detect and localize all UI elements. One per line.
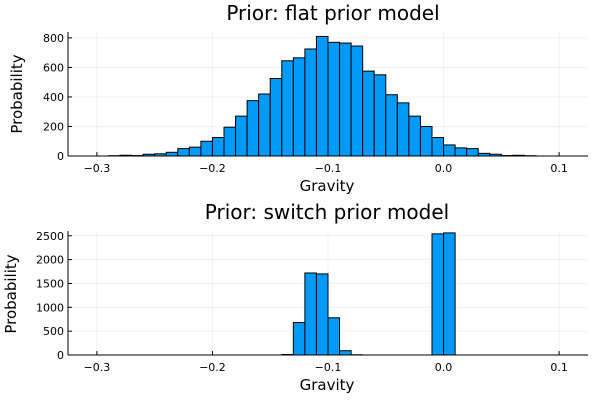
y-tick-label: 500 xyxy=(43,325,64,338)
y-tick-label: 600 xyxy=(43,61,64,74)
histogram-bar xyxy=(315,35,329,157)
histogram-bar xyxy=(304,48,317,157)
x-tick-label: −0.2 xyxy=(199,361,226,374)
x-tick-label: 0.1 xyxy=(550,361,568,374)
x-tick-label: 0.0 xyxy=(435,361,453,374)
y-tick-label: 1000 xyxy=(36,301,64,314)
histogram-bar xyxy=(281,60,294,157)
histogram-bar xyxy=(339,42,352,157)
histogram-bar xyxy=(327,317,341,356)
chart-switch-prior: Prior: switch prior model Probability Gr… xyxy=(2,200,588,394)
histogram-bar xyxy=(408,115,421,157)
y-tick-label: 0 xyxy=(57,150,64,163)
y-axis-label: Probability xyxy=(8,54,26,133)
x-tick-label: 0.0 xyxy=(435,162,453,175)
histogram-bar xyxy=(269,78,283,157)
y-tick-label: 2000 xyxy=(36,254,64,267)
histogram-bar xyxy=(200,140,213,157)
x-axis-label: Gravity xyxy=(300,376,355,394)
chart-flat-prior: Prior: flat prior model Probability Grav… xyxy=(8,1,588,195)
histogram-bar xyxy=(362,70,375,157)
histogram-bar xyxy=(235,115,248,157)
histogram-bar xyxy=(443,232,456,356)
histogram-bar xyxy=(431,233,445,356)
histogram-bar xyxy=(211,137,225,157)
x-tick-label: 0.1 xyxy=(550,162,568,175)
y-tick-label: 800 xyxy=(43,32,64,45)
histogram-bar xyxy=(385,94,398,157)
histogram-bar xyxy=(304,272,317,356)
histogram-bar xyxy=(327,41,341,157)
histogram-bar xyxy=(466,148,479,157)
y-axis-label: Probability xyxy=(2,254,20,333)
histogram-bar xyxy=(258,93,271,157)
histogram-bar xyxy=(177,148,190,157)
y-tick-label: 400 xyxy=(43,91,64,104)
x-tick-label: −0.3 xyxy=(84,162,111,175)
histogram-bar xyxy=(339,350,352,356)
chart-title: Prior: flat prior model xyxy=(226,1,439,25)
x-tick-label: −0.1 xyxy=(315,361,342,374)
histogram-bar xyxy=(292,322,306,356)
histogram-bar xyxy=(443,144,456,157)
histogram-bar xyxy=(350,45,364,157)
x-axis-label: Gravity xyxy=(300,177,355,195)
y-tick-label: 200 xyxy=(43,120,64,133)
histogram-bar xyxy=(431,137,445,157)
histogram-bar xyxy=(165,151,179,157)
histogram-bar xyxy=(419,125,433,157)
histogram-bar xyxy=(292,57,306,157)
x-tick-label: −0.1 xyxy=(315,162,342,175)
histogram-bar xyxy=(223,126,237,157)
x-tick-label: −0.2 xyxy=(199,162,226,175)
histogram-bar xyxy=(315,273,329,356)
y-tick-label: 0 xyxy=(57,349,64,362)
chart-title: Prior: switch prior model xyxy=(205,200,449,224)
plot-area: −0.3 −0.2 −0.1 0.0 0.1 0 500 1000 1500 2000 2500 xyxy=(36,230,588,374)
x-tick-label: −0.3 xyxy=(84,361,111,374)
histogram-bar xyxy=(373,74,387,157)
histogram-bar xyxy=(188,146,202,157)
histogram-bar xyxy=(246,100,260,157)
histogram-bar xyxy=(454,147,468,157)
plot-area: −0.3 −0.2 −0.1 0.0 0.1 0 200 400 600 800 xyxy=(43,32,588,175)
y-tick-label: 2500 xyxy=(36,230,64,243)
y-tick-label: 1500 xyxy=(36,277,64,290)
histogram-bar xyxy=(396,102,410,157)
